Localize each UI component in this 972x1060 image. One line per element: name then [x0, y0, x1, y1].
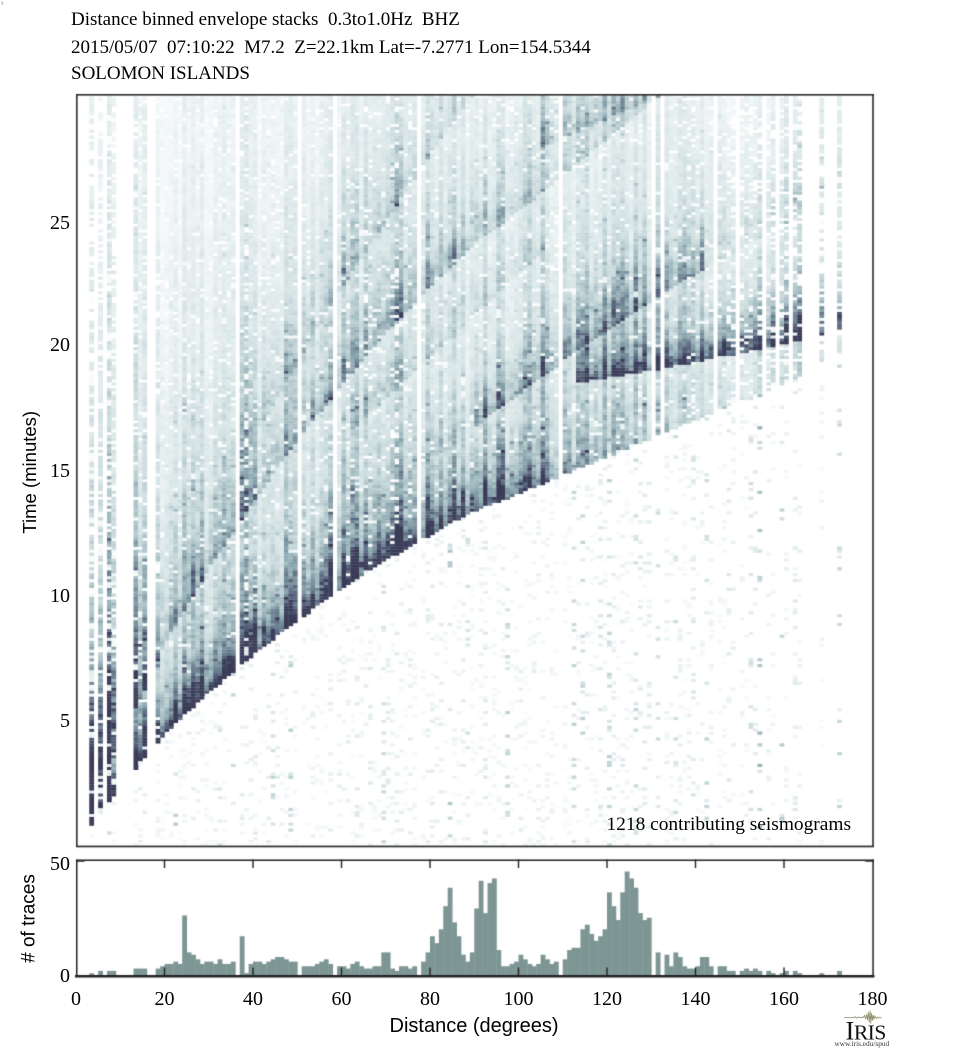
svg-text:IRIS: IRIS	[846, 1016, 886, 1046]
svg-text:www.iris.edu/spud: www.iris.edu/spud	[835, 1039, 890, 1048]
